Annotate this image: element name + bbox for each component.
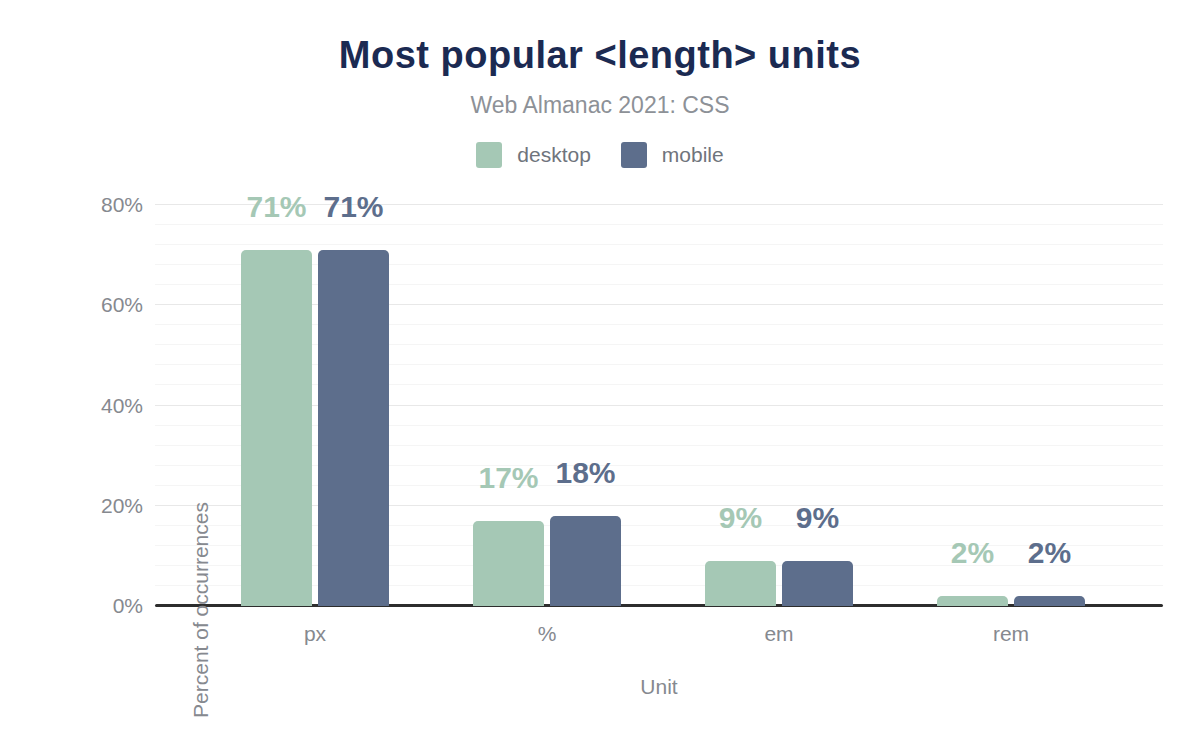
value-label-mobile-em: 9% bbox=[796, 503, 839, 533]
bar-desktop-em bbox=[705, 561, 776, 606]
value-label-desktop-px: 71% bbox=[246, 192, 306, 222]
value-label-mobile-px: 71% bbox=[323, 192, 383, 222]
x-tick-%: % bbox=[538, 622, 557, 646]
legend-item-desktop: desktop bbox=[476, 142, 591, 168]
y-axis-tick-label: 60% bbox=[55, 293, 143, 317]
value-label-mobile-%: 18% bbox=[555, 458, 615, 488]
y-axis-title: Percent of occurrences bbox=[189, 502, 213, 718]
bar-desktop-% bbox=[473, 521, 544, 606]
value-label-desktop-rem: 2% bbox=[951, 538, 994, 568]
legend-label-mobile: mobile bbox=[662, 143, 724, 167]
bar-mobile-px bbox=[318, 250, 389, 606]
minor-gridline bbox=[155, 244, 1163, 245]
chart-subtitle: Web Almanac 2021: CSS bbox=[0, 92, 1200, 119]
chart-figure: Most popular <length> units Web Almanac … bbox=[0, 0, 1200, 742]
bar-mobile-rem bbox=[1014, 596, 1085, 606]
bar-mobile-% bbox=[550, 516, 621, 606]
y-axis-tick-label: 0% bbox=[55, 594, 143, 618]
bar-mobile-em bbox=[782, 561, 853, 606]
x-tick-em: em bbox=[764, 622, 793, 646]
plot-area: Percent of occurrences Unit 0%20%40%60%8… bbox=[155, 205, 1163, 606]
bar-desktop-px bbox=[241, 250, 312, 606]
minor-gridline bbox=[155, 224, 1163, 225]
mobile-swatch-icon bbox=[621, 142, 647, 168]
chart-title: Most popular <length> units bbox=[0, 34, 1200, 77]
legend: desktop mobile bbox=[0, 142, 1200, 168]
value-label-desktop-em: 9% bbox=[719, 503, 762, 533]
y-axis-tick-label: 40% bbox=[55, 394, 143, 418]
legend-item-mobile: mobile bbox=[621, 142, 724, 168]
value-label-desktop-%: 17% bbox=[478, 463, 538, 493]
x-tick-rem: rem bbox=[993, 622, 1029, 646]
y-axis-tick-label: 80% bbox=[55, 193, 143, 217]
value-label-mobile-rem: 2% bbox=[1028, 538, 1071, 568]
legend-label-desktop: desktop bbox=[517, 143, 591, 167]
x-axis-title: Unit bbox=[640, 675, 677, 699]
y-axis-tick-label: 20% bbox=[55, 494, 143, 518]
bar-desktop-rem bbox=[937, 596, 1008, 606]
x-tick-px: px bbox=[304, 622, 326, 646]
desktop-swatch-icon bbox=[476, 142, 502, 168]
